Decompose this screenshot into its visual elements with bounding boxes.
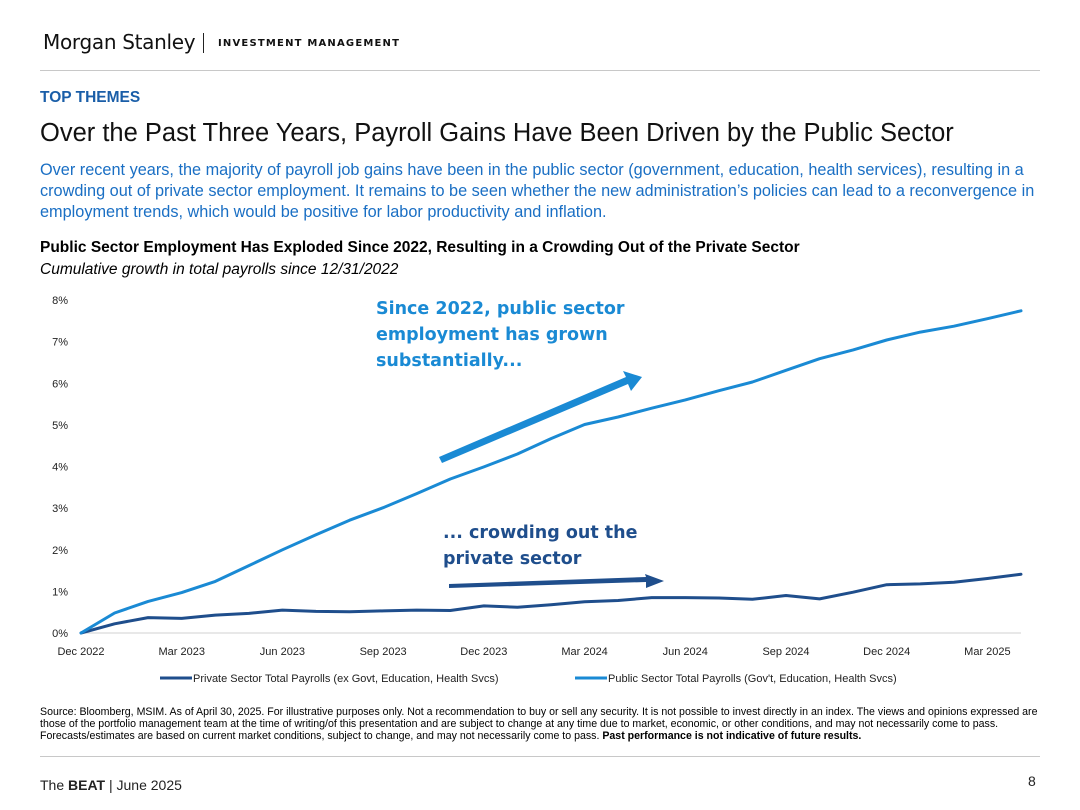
chart-title: Public Sector Employment Has Exploded Si… [40, 239, 800, 256]
footer-prefix: The [40, 777, 69, 793]
series-lines [79, 309, 1023, 635]
legend-private-sector: Private Sector Total Payrolls (ex Govt, … [193, 673, 498, 685]
footnote-disclaimer: Past performance is not indicative of fu… [602, 730, 862, 742]
page-number: 8 [1028, 773, 1036, 789]
payrolls-line-chart: 0% 1% 2% 3% 4% 5% 6% 7% 8% Dec 2022 Mar 2023 Jun 2… [52, 295, 1023, 685]
header-subtitle: INVESTMENT MANAGEMENT [218, 38, 401, 49]
y-tick-label: 8% [52, 295, 68, 307]
x-tick-label: Mar 2024 [561, 646, 607, 658]
intro-paragraph: Over recent years, the majority of payro… [40, 161, 1035, 221]
x-tick-label: Dec 2023 [460, 646, 507, 658]
footer-publication: The BEAT | June 2025 [40, 777, 182, 793]
public-sector-arrow [439, 371, 642, 463]
y-axis-ticks: 0% 1% 2% 3% 4% 5% 6% 7% 8% [52, 295, 68, 640]
y-tick-label: 0% [52, 628, 68, 640]
chart-annotations: Since 2022, public sector employment has … [376, 299, 638, 569]
header: Morgan Stanley INVESTMENT MANAGEMENT [0, 0, 1080, 72]
morgan-stanley-logo: Morgan Stanley [43, 30, 196, 54]
header-divider [40, 70, 1040, 71]
x-tick-label: Dec 2022 [57, 646, 104, 658]
y-tick-label: 4% [52, 462, 68, 474]
y-tick-label: 1% [52, 586, 68, 598]
page-title: Over the Past Three Years, Payroll Gains… [40, 119, 954, 147]
legend-public-sector: Public Sector Total Payrolls (Gov't, Edu… [608, 673, 897, 685]
header-separator [203, 33, 204, 53]
footer-date: | June 2025 [105, 777, 182, 793]
footer-divider [40, 756, 1040, 757]
private-sector-annotation-line: ... crowding out the [443, 523, 638, 543]
x-tick-label: Jun 2023 [260, 646, 305, 658]
private-sector-arrow [449, 574, 664, 588]
y-tick-label: 2% [52, 545, 68, 557]
y-tick-label: 3% [52, 503, 68, 515]
x-tick-label: Jun 2024 [663, 646, 708, 658]
private-sector-line [79, 572, 1023, 635]
x-tick-label: Dec 2024 [863, 646, 910, 658]
x-axis-ticks: Dec 2022 Mar 2023 Jun 2023 Sep 2023 Dec 2023… [57, 646, 1010, 658]
public-sector-line [79, 309, 1023, 635]
x-tick-label: Sep 2024 [762, 646, 809, 658]
x-tick-label: Sep 2023 [360, 646, 407, 658]
chart-legend: Private Sector Total Payrolls (ex Govt, … [160, 673, 897, 685]
y-tick-label: 5% [52, 420, 68, 432]
footnote-text: Source: Bloomberg, MSIM. As of April 30,… [40, 706, 1038, 742]
y-tick-label: 6% [52, 378, 68, 390]
source-footnote: Source: Bloomberg, MSIM. As of April 30,… [40, 706, 1040, 742]
public-sector-annotation-line: Since 2022, public sector [376, 299, 625, 319]
chart-subtitle: Cumulative growth in total payrolls sinc… [40, 261, 399, 278]
annotation-arrows [439, 371, 664, 588]
x-tick-label: Mar 2023 [158, 646, 204, 658]
section-label: TOP THEMES [40, 89, 141, 106]
x-tick-label: Mar 2025 [964, 646, 1010, 658]
y-tick-label: 7% [52, 337, 68, 349]
public-sector-annotation-line: substantially... [376, 351, 522, 371]
footer-brand: BEAT [68, 777, 106, 793]
public-sector-annotation-line: employment has grown [376, 325, 608, 345]
private-sector-annotation-line: private sector [443, 549, 582, 569]
